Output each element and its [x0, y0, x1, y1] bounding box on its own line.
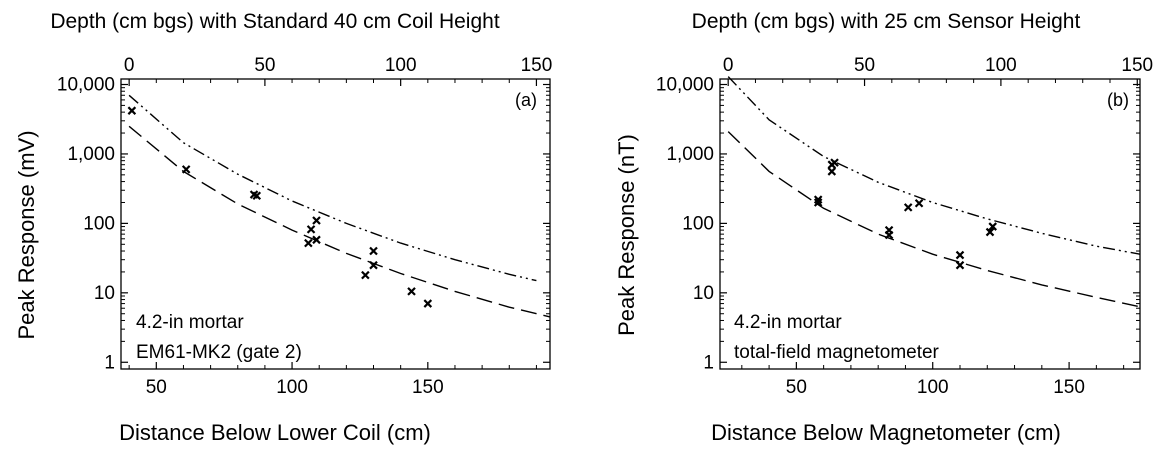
panel-a-top-tick-label: 0: [124, 55, 135, 76]
chart-panel-b: Depth (cm bgs) with 25 cm Sensor Height …: [614, 10, 1153, 445]
panel-a-data-point: [369, 260, 378, 270]
panel-a-data-point: [304, 238, 313, 248]
panel-b-data-point: [813, 195, 823, 204]
panel-a-y-tick-label: 1: [104, 352, 115, 373]
panel-b-y-tick-label: 1,000: [666, 144, 714, 165]
panel-a-curves: [128, 94, 551, 318]
panel-a-data-point: [312, 216, 321, 225]
panel-a-top-tick-label: 150: [521, 55, 553, 76]
panel-a-data-point: [423, 299, 433, 308]
panel-a-curve-long-dash: [128, 125, 551, 318]
panel-b-data-point: [830, 158, 839, 167]
panel-a-y-tick-label: 10,000: [57, 74, 115, 95]
panel-b-plot-frame: [719, 78, 1141, 370]
panel-b-x-tick-label: 150: [1053, 377, 1085, 398]
panel-a-points: [127, 106, 433, 308]
panel-a-data-point: [252, 191, 262, 201]
panel-a-note-sensor: EM61-MK2 (gate 2): [136, 342, 302, 363]
panel-a-x-axis-title: Distance Below Lower Coil (cm): [119, 420, 431, 445]
panel-b-y-tick-label: 10,000: [656, 74, 714, 95]
panel-a-curve-dash-dot-dot: [128, 94, 537, 282]
panel-b-label: (b): [1107, 90, 1129, 110]
panel-a-top-tick-label: 100: [385, 55, 417, 76]
panel-b-top-tick-label: 0: [723, 55, 734, 76]
panel-b-note-sensor: total-field magnetometer: [734, 342, 940, 363]
panel-b-curves: [727, 76, 1141, 308]
panel-b-x-ticks: 50 100 150: [741, 362, 1125, 398]
panel-a-x-tick-label: 150: [412, 377, 444, 398]
panel-a-x-tick-label: 100: [276, 377, 308, 398]
panel-b-top-axis-title: Depth (cm bgs) with 25 cm Sensor Height: [692, 10, 1081, 33]
panel-a-y-tick-label: 1,000: [67, 144, 115, 165]
panel-b-note-target: 4.2-in mortar: [734, 312, 842, 333]
panel-a-data-point: [127, 106, 137, 115]
panel-b-curve-long-dash: [727, 131, 1141, 308]
panel-b-data-point: [903, 203, 913, 212]
chart-panel-a: Depth (cm bgs) with Standard 40 cm Coil …: [14, 10, 552, 445]
panel-a-data-point: [181, 165, 191, 174]
panel-a-y-axis-title: Peak Response (mV): [14, 130, 39, 339]
panel-b-data-point: [955, 260, 965, 270]
panel-b-y-ticks: 1 10 100 1,000 10,000: [656, 74, 1140, 373]
panel-b-data-point: [813, 198, 823, 207]
panel-b-data-point: [914, 198, 924, 208]
panel-a-data-point: [306, 225, 316, 234]
panel-b-data-point: [985, 227, 995, 237]
panel-b-y-tick-label: 10: [693, 283, 714, 304]
panel-b-y-axis-title: Peak Response (nT): [614, 134, 639, 336]
panel-a-data-point: [407, 287, 416, 296]
panel-a-x-tick-label: 50: [146, 377, 167, 398]
panel-a-top-axis-title: Depth (cm bgs) with Standard 40 cm Coil …: [50, 10, 500, 33]
panel-a-top-ticks: 0 50 100 150: [124, 55, 552, 86]
panel-b-data-point: [988, 222, 998, 231]
panel-a-plot-frame: [120, 78, 551, 370]
panel-b-top-tick-label: 50: [854, 55, 875, 76]
panel-b-top-tick-label: 150: [1121, 55, 1153, 76]
panel-b-data-point: [827, 167, 837, 176]
panel-a-top-tick-label: 50: [254, 55, 275, 76]
panel-a-x-ticks: 50 100 150: [128, 362, 537, 398]
panel-b-y-tick-label: 100: [682, 213, 714, 234]
panel-b-data-point: [955, 250, 965, 260]
panel-b-x-tick-label: 100: [917, 377, 949, 398]
panel-b-x-tick-label: 50: [786, 377, 807, 398]
panel-b-curve-dash-dot-dot: [727, 76, 1141, 255]
panel-a-label: (a): [515, 90, 537, 110]
panel-b-x-axis-title: Distance Below Magnetometer (cm): [711, 420, 1061, 445]
panel-a-data-point: [312, 235, 321, 245]
panel-b-top-ticks: 0 50 100 150: [723, 55, 1153, 86]
panel-a-data-point: [369, 246, 378, 256]
panel-a-y-tick-label: 100: [83, 213, 115, 234]
panel-a-y-ticks: 1 10 100 1,000 10,000: [57, 74, 550, 373]
panel-a-data-point: [361, 270, 370, 280]
panel-b-y-tick-label: 1: [703, 352, 714, 373]
panel-b-points: [813, 158, 998, 270]
panel-a-note-target: 4.2-in mortar: [136, 312, 244, 333]
panel-a-y-tick-label: 10: [94, 283, 115, 304]
panel-b-data-point: [884, 225, 894, 235]
panel-b-top-tick-label: 100: [985, 55, 1017, 76]
